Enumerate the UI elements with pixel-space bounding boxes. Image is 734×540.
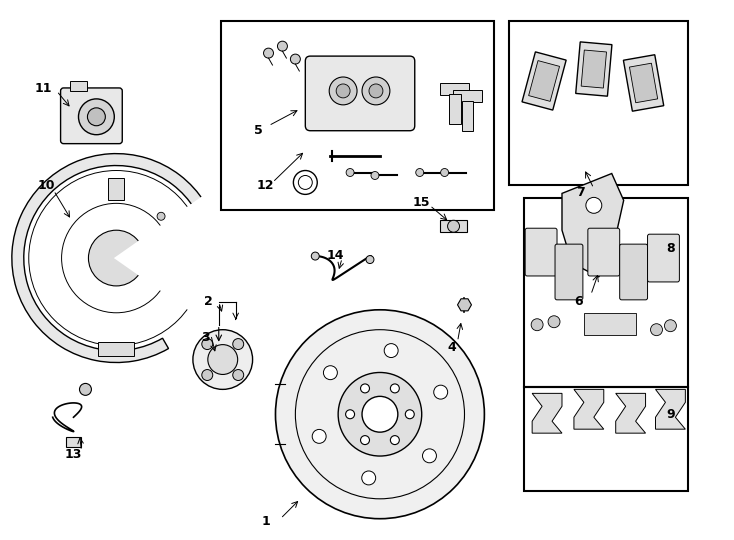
Wedge shape [116, 197, 222, 319]
Text: 13: 13 [65, 448, 82, 461]
Polygon shape [532, 393, 562, 433]
Polygon shape [655, 389, 686, 429]
Circle shape [79, 99, 115, 134]
Circle shape [405, 410, 414, 418]
Polygon shape [581, 50, 606, 88]
Circle shape [311, 252, 319, 260]
Circle shape [291, 54, 300, 64]
FancyBboxPatch shape [305, 56, 415, 131]
Text: 6: 6 [575, 295, 584, 308]
Circle shape [264, 48, 274, 58]
Circle shape [362, 396, 398, 432]
Circle shape [193, 330, 252, 389]
Bar [453, 90, 482, 102]
Circle shape [202, 369, 213, 381]
Circle shape [548, 316, 560, 328]
Circle shape [448, 220, 459, 232]
Bar [109, 179, 124, 200]
Bar [65, 437, 81, 447]
Text: 3: 3 [202, 331, 210, 344]
Circle shape [650, 323, 663, 336]
Bar [448, 94, 460, 124]
Circle shape [384, 343, 398, 357]
Bar [440, 83, 470, 95]
Circle shape [586, 198, 602, 213]
Bar [524, 387, 688, 491]
Bar [524, 198, 688, 387]
Circle shape [366, 255, 374, 264]
Circle shape [664, 320, 677, 332]
FancyBboxPatch shape [526, 228, 557, 276]
Circle shape [338, 373, 422, 456]
Text: 11: 11 [35, 83, 52, 96]
Circle shape [233, 339, 244, 349]
Wedge shape [12, 153, 221, 362]
Circle shape [79, 383, 92, 395]
Bar [98, 342, 134, 355]
Polygon shape [528, 60, 559, 102]
Circle shape [336, 84, 350, 98]
Circle shape [390, 436, 399, 444]
Circle shape [371, 172, 379, 179]
Circle shape [360, 384, 369, 393]
Circle shape [233, 369, 244, 381]
Text: 10: 10 [38, 179, 55, 192]
Circle shape [172, 266, 180, 274]
FancyBboxPatch shape [619, 244, 647, 300]
Circle shape [591, 245, 607, 261]
Circle shape [415, 168, 424, 177]
Circle shape [346, 168, 354, 177]
Polygon shape [623, 55, 664, 111]
Bar [584, 313, 636, 335]
Circle shape [312, 429, 326, 443]
Text: 1: 1 [261, 515, 270, 528]
Circle shape [329, 77, 357, 105]
Circle shape [346, 410, 355, 418]
Text: 2: 2 [205, 295, 213, 308]
Circle shape [369, 84, 383, 98]
Circle shape [362, 77, 390, 105]
Polygon shape [574, 389, 604, 429]
Polygon shape [575, 42, 612, 96]
Polygon shape [522, 52, 566, 110]
Bar [462, 101, 473, 131]
Polygon shape [562, 173, 624, 277]
Bar [70, 81, 87, 91]
Circle shape [88, 230, 144, 286]
Text: 15: 15 [413, 196, 430, 209]
Text: 5: 5 [254, 124, 263, 137]
Text: 9: 9 [666, 408, 675, 421]
Bar [221, 21, 494, 210]
Circle shape [157, 212, 165, 220]
Polygon shape [457, 299, 471, 311]
Polygon shape [630, 63, 658, 103]
Circle shape [87, 108, 106, 126]
Circle shape [362, 471, 376, 485]
Text: 8: 8 [666, 241, 675, 255]
Circle shape [177, 239, 185, 247]
Circle shape [275, 310, 484, 519]
Circle shape [324, 366, 338, 380]
Text: 12: 12 [257, 179, 275, 192]
Polygon shape [616, 393, 646, 433]
Circle shape [208, 345, 238, 374]
Circle shape [360, 436, 369, 444]
Text: 7: 7 [576, 186, 585, 199]
Circle shape [434, 385, 448, 399]
Bar [440, 220, 468, 232]
Circle shape [277, 41, 288, 51]
Circle shape [440, 168, 448, 177]
Circle shape [202, 339, 213, 349]
FancyBboxPatch shape [588, 228, 619, 276]
FancyBboxPatch shape [647, 234, 680, 282]
Text: 14: 14 [327, 248, 344, 261]
Text: 4: 4 [447, 341, 456, 354]
Circle shape [423, 449, 437, 463]
Circle shape [531, 319, 543, 330]
Circle shape [390, 384, 399, 393]
FancyBboxPatch shape [555, 244, 583, 300]
Bar [509, 21, 688, 185]
FancyBboxPatch shape [61, 88, 123, 144]
